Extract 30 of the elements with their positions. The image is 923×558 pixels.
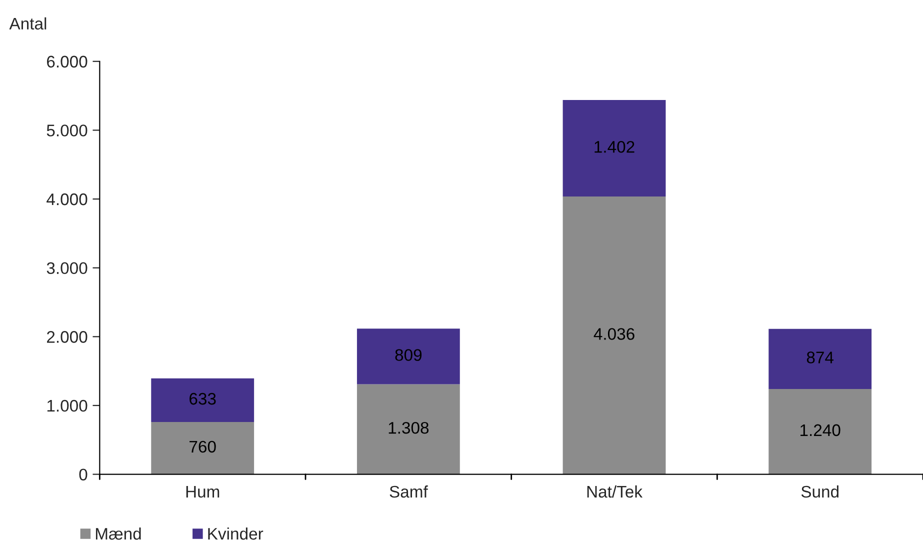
data-label: 633 (190, 392, 216, 405)
x-tick-label: Sund (801, 485, 838, 498)
data-label: 4.036 (594, 328, 634, 340)
bar (562, 196, 666, 474)
data-label: 760 (190, 440, 216, 453)
y-tick-label: 0 (79, 468, 88, 481)
y-axis-title: Antal (9, 17, 46, 30)
data-label: 1.240 (800, 424, 840, 436)
bar (768, 388, 872, 474)
bar (356, 384, 460, 474)
y-tick-label: 6.000 (47, 56, 88, 68)
data-label: 1.308 (388, 422, 429, 434)
bar (151, 378, 254, 422)
data-label: 874 (806, 352, 834, 364)
legend-label: Mænd (96, 527, 141, 540)
x-tick-label: Hum (186, 486, 220, 498)
y-tick-label: 5.000 (46, 124, 88, 136)
legend-label: Kvinder (208, 527, 264, 540)
y-tick-label: 3.000 (46, 262, 88, 274)
data-label: 1.402 (594, 140, 634, 153)
y-tick-label: 2.000 (47, 331, 88, 343)
bar (151, 422, 254, 474)
x-tick-label: Nat/Tek (587, 485, 643, 498)
bar (768, 328, 872, 389)
bar (562, 100, 666, 197)
y-tick-label: 1.000 (47, 400, 88, 412)
x-tick-label: Samf (390, 485, 428, 498)
data-label: 809 (395, 349, 422, 361)
y-tick-label: 4.000 (46, 193, 88, 206)
bar (356, 328, 460, 384)
